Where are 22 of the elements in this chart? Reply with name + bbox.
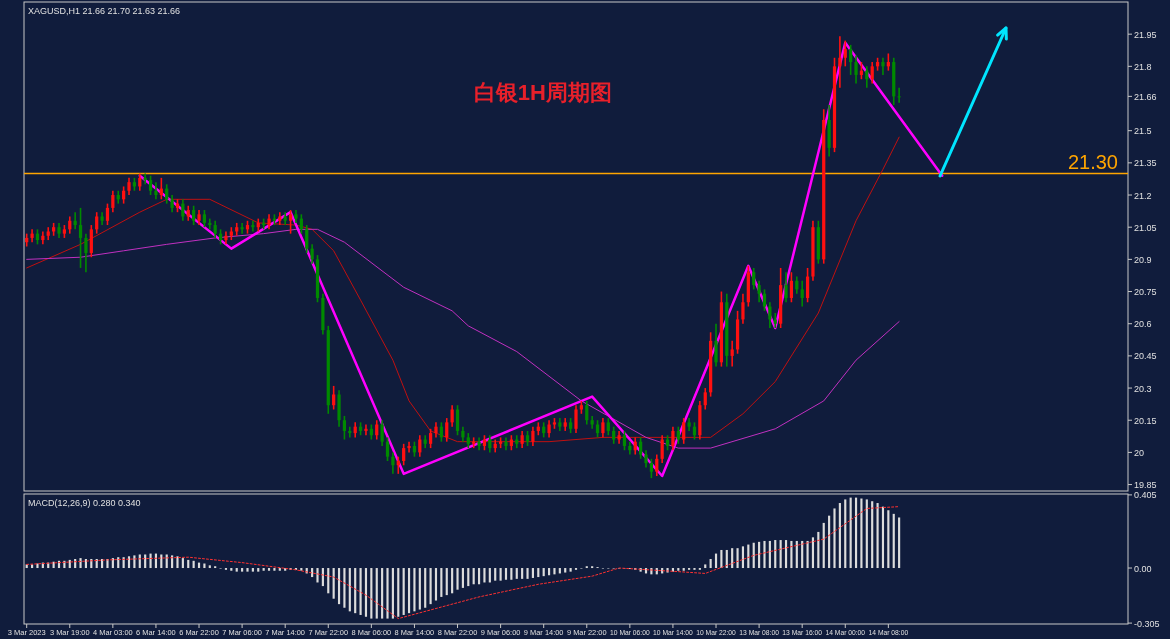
annotation: MACD(12,26,9) 0.280 0.340: [28, 498, 141, 508]
y-tick-label: 20.75: [1134, 287, 1157, 298]
y-tick-label: 0.00: [1134, 563, 1152, 574]
y-tick-label: -0.305: [1134, 618, 1160, 629]
y-tick-label: 19.85: [1134, 480, 1157, 491]
y-tick-label: 21.05: [1134, 222, 1157, 233]
y-tick-label: 20.15: [1134, 415, 1157, 426]
y-tick-label: 21.35: [1134, 158, 1157, 169]
y-tick-label: 20: [1134, 447, 1145, 458]
y-tick-label: 21.8: [1134, 61, 1152, 72]
y-tick-label: 21.5: [1134, 126, 1152, 137]
ref-line-label: 21.30: [1067, 150, 1118, 173]
y-tick-label: 0.405: [1134, 490, 1157, 501]
annotation: XAGUSD,H1 21.66 21.70 21.63 21.66: [28, 6, 181, 16]
y-tick-label: 21.2: [1134, 190, 1152, 201]
y-tick-label: 21.95: [1134, 29, 1157, 40]
y-tick-label: 21.66: [1134, 91, 1157, 102]
y-tick-label: 20.3: [1134, 383, 1152, 394]
y-tick-label: 20.9: [1134, 254, 1152, 265]
y-tick-label: 20.6: [1134, 319, 1152, 330]
text: 白银1H周期图: [473, 80, 612, 105]
y-tick-label: 20.45: [1134, 351, 1157, 362]
